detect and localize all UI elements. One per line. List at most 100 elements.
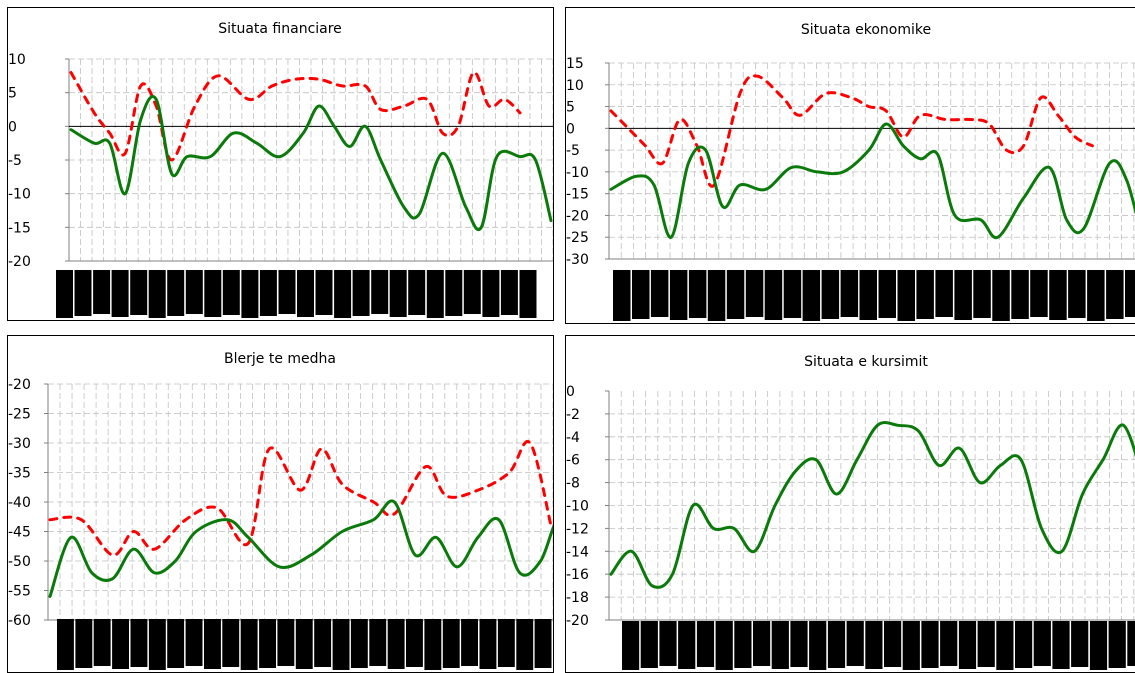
x-category-label-bar (500, 270, 518, 315)
series-line-solid (609, 421, 1135, 589)
x-category-label-bar (884, 621, 902, 667)
y-tick-label: 15 (566, 56, 584, 72)
x-category-label-bar (130, 270, 148, 315)
x-category-label-bar (497, 619, 515, 667)
x-category-label-bar (1125, 270, 1135, 317)
x-category-label-bar (277, 619, 295, 666)
x-category-label-bar (1071, 621, 1089, 667)
x-category-label-bar (935, 270, 953, 317)
y-tick-label: -4 (566, 430, 580, 446)
grid (44, 383, 553, 621)
x-category-label-bar (350, 619, 368, 668)
x-category-label-bar (640, 621, 658, 668)
x-category-label-bar (809, 621, 827, 670)
series-line-dashed (609, 74, 1094, 188)
x-category-label-bar (632, 270, 650, 319)
x-category-label-bar (57, 619, 74, 670)
y-tick-label: -25 (566, 230, 589, 246)
x-category-label-bar (371, 270, 389, 314)
x-category-label-bar (167, 619, 185, 668)
x-category-label-bar (771, 621, 789, 669)
x-category-label-bar (463, 270, 481, 314)
y-tick-label: -10 (566, 165, 589, 181)
x-category-label-bar (516, 619, 534, 670)
chart-title: Blerje te medha (224, 351, 336, 367)
chart-svg: Situata e kursimit 0 -2 -4 -6 -8 -10 -12 -14 -16 -… (566, 354, 1135, 670)
y-tick-label: -55 (8, 584, 31, 600)
x-category-label-bar (940, 621, 958, 666)
x-category-label-bar (977, 621, 995, 667)
y-tick-label: -40 (8, 495, 31, 511)
x-category-label-bar (295, 619, 313, 669)
y-tick-label: -5 (566, 143, 580, 159)
x-category-label-bar (1049, 270, 1067, 320)
y-tick-label: -6 (566, 453, 580, 469)
y-tick-label: -20 (8, 377, 31, 393)
x-category-label-bar (332, 619, 350, 670)
x-category-label-bar (56, 270, 73, 318)
y-tick-label: -18 (566, 590, 589, 606)
y-tick-label: -14 (566, 544, 589, 560)
x-category-label-bar (1087, 270, 1105, 321)
chart-title: Situata ekonomike (801, 22, 931, 38)
y-tick-label: -15 (8, 220, 31, 236)
x-category-label-bar (992, 270, 1010, 321)
x-category-label-bar (1011, 270, 1029, 319)
x-category-label-bar (715, 621, 733, 670)
y-tick-label: -45 (8, 525, 31, 541)
y-tick-label: -16 (566, 567, 589, 583)
x-category-label-bar (613, 270, 631, 321)
x-category-label-bar (111, 270, 129, 317)
grid (605, 62, 1135, 260)
y-tick-label: -20 (566, 208, 589, 224)
x-category-label-bar (916, 270, 934, 319)
series-line-solid (48, 499, 553, 598)
y-tick-label: 0 (8, 119, 17, 135)
series-line-solid (69, 95, 553, 231)
x-category-label-bar (726, 270, 745, 319)
y-tick-label: -12 (566, 521, 589, 537)
y-tick-label: 5 (8, 86, 17, 102)
x-category-label-bar (387, 619, 405, 669)
x-category-label-bar (745, 270, 764, 317)
x-category-label-bar (148, 270, 166, 318)
x-category-labels-block (622, 621, 1135, 670)
x-category-label-bar (204, 619, 221, 669)
x-category-label-bar (897, 270, 915, 321)
x-category-label-bar (93, 270, 111, 314)
y-tick-label: -20 (566, 613, 589, 629)
x-category-label-bar (240, 619, 258, 670)
y-tick-label: -20 (8, 254, 31, 270)
x-category-label-bar (352, 270, 370, 316)
x-category-label-bar (650, 270, 669, 317)
y-tick-label: -30 (8, 436, 31, 452)
x-category-label-bar (482, 270, 500, 317)
x-category-label-bar (821, 270, 840, 319)
x-category-label-bar (424, 619, 442, 670)
x-category-label-bar (445, 270, 463, 316)
x-category-label-bar (222, 270, 240, 315)
series-line-dashed (48, 439, 553, 557)
x-category-label-bar (1106, 270, 1124, 319)
x-category-label-bar (996, 621, 1014, 670)
y-tick-label: -2 (566, 407, 580, 423)
y-tick-label: -10 (8, 187, 31, 203)
chart-svg: Situata ekonomike 15 10 5 0 -5 -10 -15 -20 -25 -30 (566, 22, 1135, 321)
x-category-label-bar (783, 270, 802, 318)
x-category-label-bar (865, 621, 883, 669)
chart-title: Situata e kursimit (804, 354, 928, 370)
y-tick-label: 10 (566, 78, 584, 94)
x-category-label-bar (1030, 270, 1048, 317)
x-category-label-bar (278, 270, 296, 314)
x-category-label-bar (389, 270, 407, 317)
series-line-dashed (69, 70, 522, 162)
y-tick-label: -5 (8, 153, 22, 169)
x-category-label-bar (442, 619, 460, 668)
x-category-label-bar (622, 621, 640, 670)
x-category-label-bar (753, 621, 771, 666)
y-tick-label: -8 (566, 476, 580, 492)
x-category-label-bar (519, 270, 537, 318)
x-category-label-bar (859, 270, 877, 320)
x-category-label-bar (185, 619, 203, 666)
chart-panel-situata-ekonomike: Situata ekonomike 15 10 5 0 -5 -10 -15 -20 -25 -30 (565, 7, 1135, 324)
